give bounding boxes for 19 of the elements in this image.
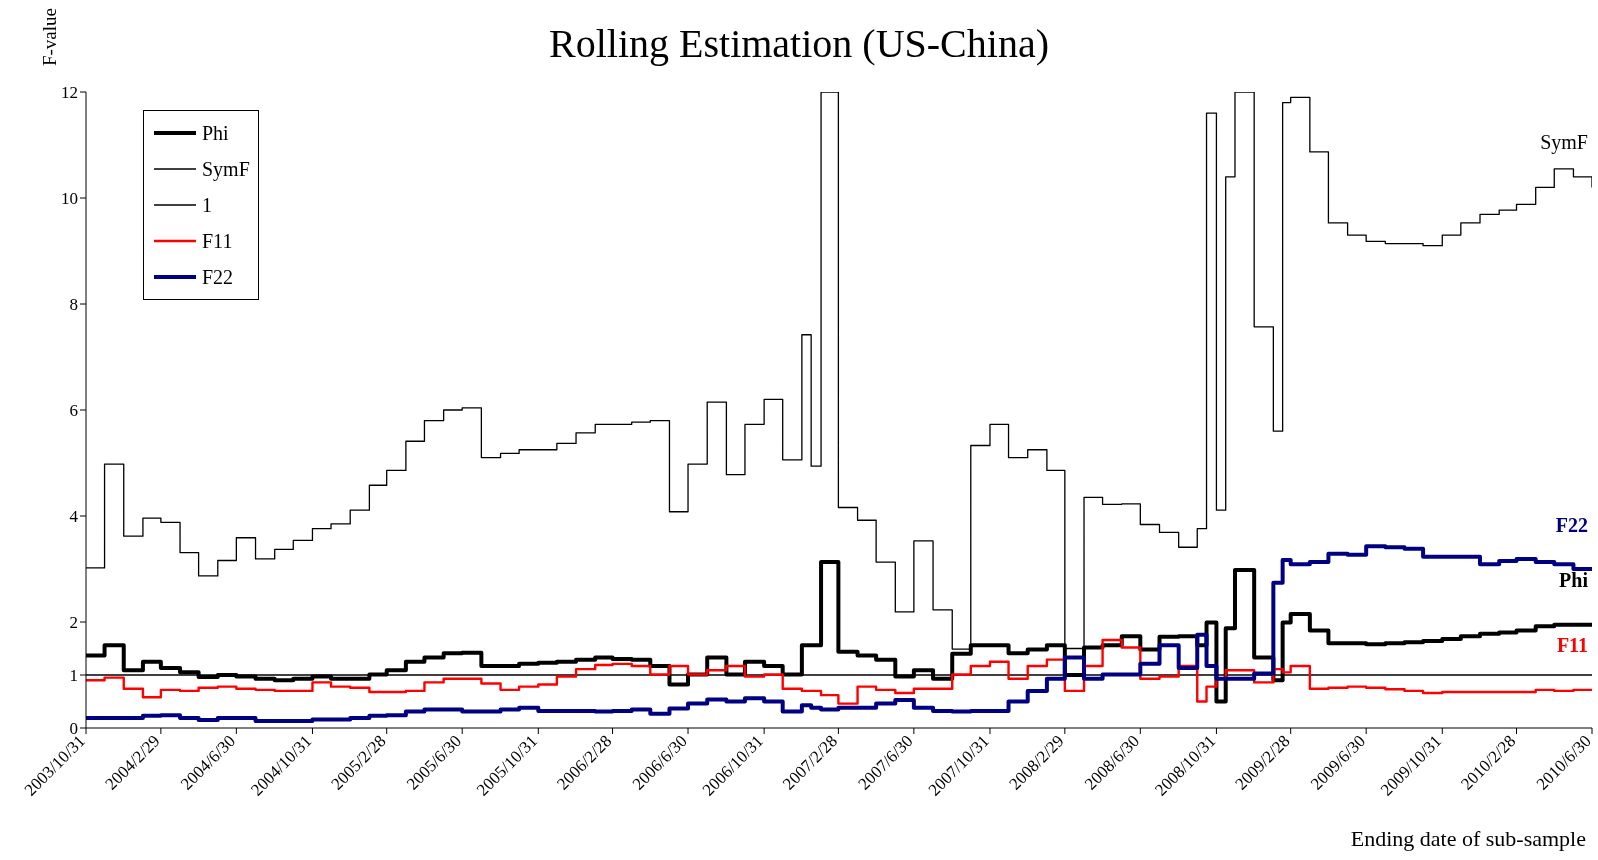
annotation: SymF <box>1540 131 1588 155</box>
y-tick-label: 10 <box>61 189 78 209</box>
y-tick-label: 12 <box>61 83 78 103</box>
annotation: F11 <box>1556 633 1588 656</box>
legend-label: Phi <box>202 121 229 145</box>
legend-label: F11 <box>202 229 233 253</box>
legend-label: SymF <box>202 157 250 181</box>
y-tick-label: 1 <box>69 666 78 686</box>
y-axis-title: F-value <box>39 8 60 67</box>
chart-title: Rolling Estimation (US-China) <box>549 21 1049 66</box>
annotation: F22 <box>1555 514 1588 537</box>
legend-label: 1 <box>202 193 212 217</box>
y-tick-label: 4 <box>69 507 79 527</box>
x-axis-title: Ending date of sub-sample <box>1350 826 1586 851</box>
legend-label: F22 <box>202 265 234 289</box>
annotation: Phi <box>1559 568 1589 591</box>
y-tick-label: 6 <box>69 401 78 421</box>
y-tick-label: 8 <box>69 295 78 315</box>
y-tick-label: 2 <box>69 613 78 633</box>
